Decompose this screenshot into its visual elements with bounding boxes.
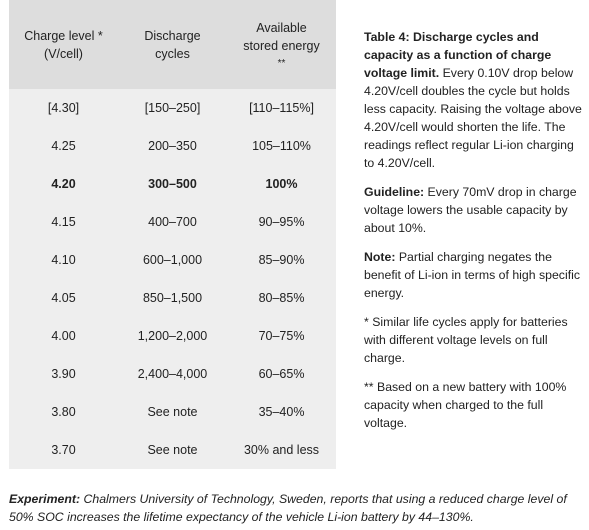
note: Note: Partial charging negates the benef… xyxy=(364,248,582,302)
table-row: [4.30] [150–250] [110–115%] xyxy=(9,89,336,127)
experiment-label: Experiment: xyxy=(9,492,81,506)
cell-available-energy: 30% and less xyxy=(243,443,320,457)
cell-charge-level: 3.70 xyxy=(51,443,76,457)
table-row: 4.00 1,200–2,000 70–75% xyxy=(9,317,336,355)
table-row: 3.80 See note 35–40% xyxy=(9,393,336,431)
header-line: cycles xyxy=(155,46,190,61)
cell-discharge-cycles: 400–700 xyxy=(148,215,197,229)
cell-available-energy: 35–40% xyxy=(258,405,305,419)
guideline: Guideline: Every 70mV drop in charge vol… xyxy=(364,183,582,237)
cell-charge-level: 4.25 xyxy=(51,139,76,153)
experiment-note: Experiment: Chalmers University of Techn… xyxy=(9,490,584,526)
cell-discharge-cycles: See note xyxy=(147,443,198,457)
cell-charge-level: 4.05 xyxy=(51,291,76,305)
table-row: 4.05 850–1,500 80–85% xyxy=(9,279,336,317)
table-header: Charge level * (V/cell) Discharge cycles… xyxy=(9,0,336,89)
cell-available-energy: 85–90% xyxy=(258,253,305,267)
table-row: 4.25 200–350 105–110% xyxy=(9,127,336,165)
cell-charge-level: 4.20 xyxy=(51,177,76,191)
table-row: 3.70 See note 30% and less xyxy=(9,431,336,469)
cell-discharge-cycles: [150–250] xyxy=(144,101,201,115)
cell-discharge-cycles: 1,200–2,000 xyxy=(137,329,208,343)
cell-charge-level: 4.10 xyxy=(51,253,76,267)
cell-available-energy: 100% xyxy=(265,177,298,191)
cell-available-energy: 60–65% xyxy=(258,367,305,381)
table-row: 4.20 300–500 100% xyxy=(9,165,336,203)
table-row: 4.15 400–700 90–95% xyxy=(9,203,336,241)
cell-charge-level: 4.00 xyxy=(51,329,76,343)
header-line: Discharge xyxy=(144,28,201,43)
cell-charge-level: [4.30] xyxy=(47,101,80,115)
footnote-double-star: ** Based on a new battery with 100% capa… xyxy=(364,380,567,430)
cell-discharge-cycles: See note xyxy=(147,405,198,419)
header-line: (V/cell) xyxy=(44,46,83,61)
experiment-body: Chalmers University of Technology, Swede… xyxy=(9,492,567,524)
cell-discharge-cycles: 850–1,500 xyxy=(142,291,203,305)
header-available-energy: Available stored energy ** xyxy=(227,0,336,89)
header-line: stored energy xyxy=(243,38,320,53)
caption-body: Every 0.10V drop below 4.20V/cell double… xyxy=(364,66,582,170)
side-panel: Table 4: Discharge cycles and capacity a… xyxy=(364,28,582,443)
header-line: Available xyxy=(256,20,307,35)
guideline-label: Guideline: xyxy=(364,185,425,199)
table-row: 3.90 2,400–4,000 60–65% xyxy=(9,355,336,393)
note-body: Partial charging negates the benefit of … xyxy=(364,250,580,300)
cell-discharge-cycles: 2,400–4,000 xyxy=(137,367,208,381)
cell-available-energy: 105–110% xyxy=(252,139,311,153)
table-caption: Table 4: Discharge cycles and capacity a… xyxy=(364,28,582,172)
guideline-body: Every 70mV drop in charge voltage lowers… xyxy=(364,185,577,235)
cell-charge-level: 3.90 xyxy=(51,367,76,381)
cell-charge-level: 3.80 xyxy=(51,405,76,419)
cell-discharge-cycles: 300–500 xyxy=(148,177,197,191)
footnote-single-star: * Similar life cycles apply for batterie… xyxy=(364,315,568,365)
cell-discharge-cycles: 600–1,000 xyxy=(142,253,203,267)
cell-available-energy: 90–95% xyxy=(258,215,305,229)
note-label: Note: xyxy=(364,250,396,264)
charge-table: Charge level * (V/cell) Discharge cycles… xyxy=(9,0,336,469)
cell-available-energy: 80–85% xyxy=(258,291,305,305)
header-line: Charge level * xyxy=(24,28,103,43)
cell-available-energy: [110–115%] xyxy=(249,101,314,115)
header-discharge-cycles: Discharge cycles xyxy=(118,0,227,89)
caption-title: Table 4: Discharge cycles and capacity a… xyxy=(364,30,552,80)
header-footnote-mark: ** xyxy=(277,57,286,69)
table-row: 4.10 600–1,000 85–90% xyxy=(9,241,336,279)
cell-available-energy: 70–75% xyxy=(258,329,305,343)
cell-discharge-cycles: 200–350 xyxy=(148,139,197,153)
cell-charge-level: 4.15 xyxy=(51,215,76,229)
header-charge-level: Charge level * (V/cell) xyxy=(9,0,118,89)
